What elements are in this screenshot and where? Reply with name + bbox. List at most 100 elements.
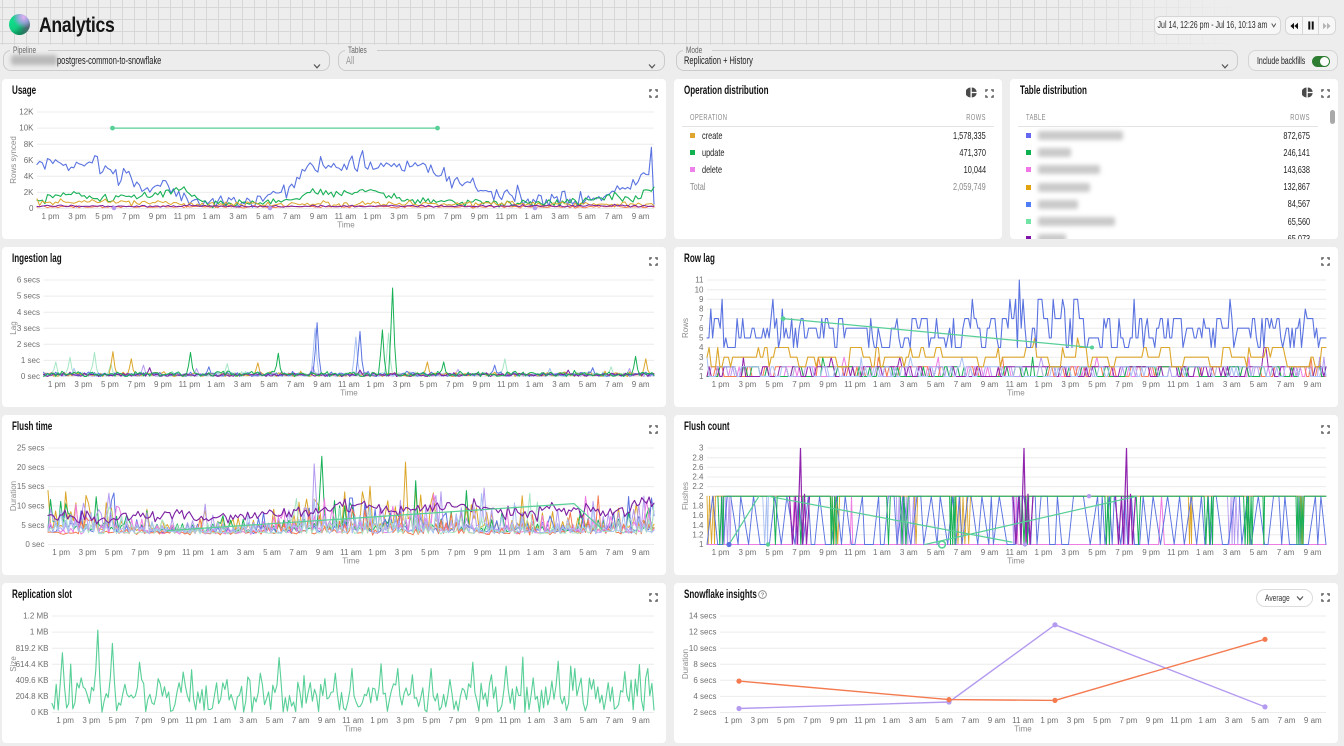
svg-text:2: 2 (699, 362, 704, 371)
svg-text:11 pm: 11 pm (497, 380, 519, 389)
svg-text:7 am: 7 am (606, 548, 624, 557)
svg-text:10 secs: 10 secs (17, 502, 45, 511)
svg-text:7 pm: 7 pm (1115, 548, 1133, 557)
svg-text:9 pm: 9 pm (471, 212, 489, 221)
svg-text:7 am: 7 am (289, 548, 307, 557)
svg-text:6K: 6K (24, 156, 34, 165)
svg-text:1 pm: 1 pm (368, 548, 386, 557)
svg-text:11 pm: 11 pm (496, 212, 518, 221)
svg-text:1 pm: 1 pm (712, 380, 730, 389)
svg-text:5 pm: 5 pm (777, 716, 795, 725)
svg-text:1.2: 1.2 (692, 530, 704, 539)
svg-text:7 pm: 7 pm (792, 548, 810, 557)
svg-text:4: 4 (699, 343, 704, 352)
svg-text:11 am: 11 am (340, 548, 362, 557)
svg-text:204.8 KB: 204.8 KB (16, 692, 49, 701)
svg-text:Time: Time (337, 221, 355, 230)
svg-text:5 pm: 5 pm (420, 380, 438, 389)
svg-text:?: ? (761, 592, 765, 598)
svg-text:4 secs: 4 secs (693, 692, 716, 701)
svg-text:3 pm: 3 pm (1061, 380, 1079, 389)
svg-text:11 pm: 11 pm (182, 548, 204, 557)
svg-text:5 pm: 5 pm (421, 548, 439, 557)
svg-text:5 am: 5 am (927, 548, 945, 557)
svg-text:7 pm: 7 pm (1115, 380, 1133, 389)
svg-text:3 pm: 3 pm (395, 548, 413, 557)
svg-text:9 am: 9 am (318, 716, 336, 725)
svg-text:7 am: 7 am (954, 380, 972, 389)
svg-text:7 pm: 7 pm (792, 380, 810, 389)
svg-text:7 am: 7 am (605, 380, 623, 389)
svg-text:11 am: 11 am (1006, 380, 1028, 389)
svg-text:1 pm: 1 pm (366, 380, 384, 389)
svg-text:2.4: 2.4 (692, 473, 704, 482)
svg-text:3 am: 3 am (234, 380, 252, 389)
svg-text:7 pm: 7 pm (449, 716, 467, 725)
svg-text:9 am: 9 am (981, 380, 999, 389)
svg-text:Duration: Duration (681, 649, 690, 679)
svg-text:7 am: 7 am (1277, 380, 1295, 389)
svg-text:3 pm: 3 pm (739, 548, 757, 557)
svg-text:9 pm: 9 pm (161, 716, 179, 725)
svg-text:11 am: 11 am (1006, 548, 1028, 557)
svg-text:10: 10 (695, 285, 704, 294)
svg-text:5 pm: 5 pm (1093, 716, 1111, 725)
svg-text:2 secs: 2 secs (693, 708, 716, 717)
svg-text:7 pm: 7 pm (122, 212, 140, 221)
svg-text:5 pm: 5 pm (101, 380, 119, 389)
svg-text:9 pm: 9 pm (475, 716, 493, 725)
svg-text:1 am: 1 am (873, 548, 891, 557)
svg-text:Time: Time (344, 725, 362, 734)
svg-text:9 pm: 9 pm (149, 212, 167, 221)
svg-text:3 am: 3 am (237, 548, 255, 557)
svg-text:11 pm: 11 pm (1167, 548, 1189, 557)
svg-text:1 pm: 1 pm (724, 716, 742, 725)
svg-text:1 sec: 1 sec (21, 356, 40, 365)
svg-text:1 am: 1 am (210, 548, 228, 557)
svg-text:9 am: 9 am (632, 212, 650, 221)
svg-text:3 am: 3 am (551, 212, 569, 221)
svg-text:7 am: 7 am (283, 212, 301, 221)
svg-text:9 am: 9 am (1304, 548, 1322, 557)
svg-text:5 secs: 5 secs (17, 292, 40, 301)
svg-text:0: 0 (29, 204, 34, 213)
svg-text:9 pm: 9 pm (830, 716, 848, 725)
svg-text:3 am: 3 am (900, 548, 918, 557)
svg-text:Time: Time (1007, 557, 1025, 566)
svg-text:7 pm: 7 pm (135, 716, 153, 725)
svg-text:1 pm: 1 pm (1040, 716, 1058, 725)
svg-text:11 pm: 11 pm (1167, 380, 1189, 389)
svg-text:3 am: 3 am (552, 380, 570, 389)
svg-text:12K: 12K (19, 108, 34, 117)
svg-text:Flushes: Flushes (681, 482, 690, 510)
svg-text:9 am: 9 am (632, 380, 650, 389)
svg-text:3: 3 (699, 444, 704, 453)
svg-text:10K: 10K (19, 124, 34, 133)
svg-text:6 secs: 6 secs (17, 276, 40, 285)
svg-text:7 pm: 7 pm (448, 548, 466, 557)
svg-text:11 pm: 11 pm (499, 716, 521, 725)
svg-text:1 pm: 1 pm (56, 716, 74, 725)
svg-text:9 pm: 9 pm (1146, 716, 1164, 725)
svg-text:9 am: 9 am (981, 548, 999, 557)
svg-text:5 pm: 5 pm (417, 212, 435, 221)
svg-text:3 am: 3 am (1223, 548, 1241, 557)
svg-text:1 pm: 1 pm (1035, 380, 1053, 389)
svg-text:3 am: 3 am (553, 548, 571, 557)
svg-text:5 am: 5 am (578, 212, 596, 221)
svg-text:3 pm: 3 pm (739, 380, 757, 389)
svg-text:9 am: 9 am (313, 380, 331, 389)
svg-text:0 KB: 0 KB (31, 708, 48, 717)
svg-text:11 am: 11 am (342, 716, 364, 725)
svg-text:9 pm: 9 pm (154, 380, 172, 389)
svg-text:11 am: 11 am (335, 212, 357, 221)
svg-text:5 pm: 5 pm (765, 548, 783, 557)
svg-text:5 pm: 5 pm (109, 716, 127, 725)
svg-text:7 am: 7 am (1277, 548, 1295, 557)
svg-text:5 pm: 5 pm (1088, 380, 1106, 389)
svg-text:1 pm: 1 pm (363, 212, 381, 221)
svg-text:9 pm: 9 pm (819, 548, 837, 557)
svg-text:9 am: 9 am (310, 212, 328, 221)
svg-text:Rows: Rows (681, 318, 690, 338)
svg-text:12 secs: 12 secs (689, 628, 717, 637)
